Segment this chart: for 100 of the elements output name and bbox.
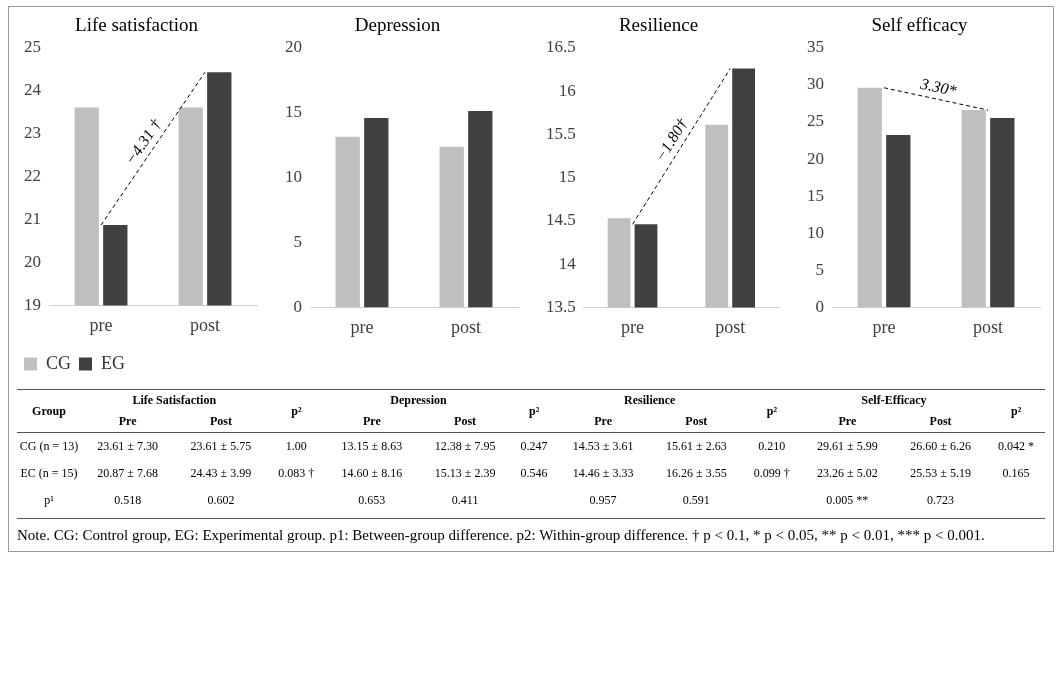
text: Note. CG: Control group, EG: Experimental group. p1: Between-group difference. p2: Within-group difference. † p < 0.1, * p < 0.05, ** p < 0.01, *** p < 0.001. [17,518,1045,546]
text: 1.00 [285,439,307,453]
y-tick-label: 22 [24,166,41,186]
x-tick-label: pre [350,316,374,337]
text: Pre [838,414,857,428]
x-tick-label: pre [621,316,645,337]
text: p² [1010,403,1022,418]
y-tick-label: 23 [24,123,41,143]
text: Pre [362,414,381,428]
text: 15.13 ± 2.39 [434,466,496,480]
y-tick-label: 20 [285,37,302,57]
chart-title: Self efficacy [871,14,969,36]
y-tick-label: 15 [558,167,576,187]
text: p² [766,403,777,418]
x-tick-label: pre [89,314,113,335]
y-tick-label: 21 [24,209,41,228]
text: 3.30* [918,74,958,100]
y-tick-label: 30 [807,74,824,94]
text: Pre [118,414,137,428]
y-tick-label: 0 [815,296,824,316]
chart-title: Life satisfaction [75,14,199,36]
text: 0.042 * [998,439,1035,453]
bar [364,117,389,308]
bar [439,146,464,308]
text: 14.46 ± 3.33 [572,466,634,480]
text: 0.411 [451,493,479,507]
y-tick-label: 20 [24,251,41,271]
y-tick-label: 10 [285,167,302,187]
text: 25.53 ± 5.19 [910,466,971,480]
text: 16.26 ± 3.55 [666,466,727,480]
text: 29.61 ± 5.99 [817,439,878,453]
text: Group [32,403,66,418]
y-tick-label: 25 [24,37,41,57]
y-tick-label: 15 [807,185,824,205]
y-tick-label: 16 [558,80,576,100]
y-tick-label: 14 [558,253,577,273]
y-tick-label: 35 [807,37,824,57]
text: Self-Efficacy [861,393,927,407]
y-tick-label: 14.5 [546,210,576,230]
text: 20.87 ± 7.68 [97,466,158,480]
text: 14.60 ± 8.16 [341,466,403,480]
text: Life Satisfaction [132,393,217,407]
y-tick-label: 19 [24,294,41,314]
bar [335,136,360,308]
y-tick-label: 5 [815,259,824,279]
text: 14.53 ± 3.61 [572,439,634,453]
y-tick-label: 15.5 [546,123,576,143]
text: 23.61 ± 5.75 [190,439,252,453]
text: p² [291,403,302,418]
text: 23.61 ± 7.30 [97,439,158,453]
text: Post [929,414,952,428]
chart-title: Resilience [618,14,699,36]
text: Post [209,414,232,428]
y-tick-label: 15 [285,102,302,122]
bar [468,111,493,308]
text: 0.546 [520,466,548,480]
text: Resilience [624,393,676,407]
bar [990,118,1015,308]
text: CG (n = 13) [19,439,79,453]
x-tick-label: post [715,316,746,337]
x-tick-label: post [450,316,482,337]
text: 0.602 [207,493,235,507]
text: p² [528,403,540,418]
text: 13.15 ± 8.63 [341,439,403,453]
y-tick-label: 13.5 [546,296,576,316]
y-tick-label: 20 [807,148,824,168]
text: Post [685,414,708,428]
text: 0.099 † [753,466,790,480]
legend-label: CG [46,352,72,373]
text: 0.210 [758,439,786,453]
y-tick-label: 10 [807,222,824,242]
text: 15.61 ± 2.63 [666,439,727,453]
text: 0.653 [358,493,386,507]
text: 0.957 [589,493,617,507]
text: 0.083 † [278,466,315,480]
chart-title: Depression [354,14,441,36]
y-tick-label: 16.5 [546,37,576,57]
text: Post [454,414,477,428]
text: 12.38 ± 7.95 [434,439,496,453]
x-tick-label: pre [872,316,896,337]
text: EC (n = 15) [20,466,78,480]
bar [886,134,911,308]
text: 26.60 ± 6.26 [910,439,971,453]
text: 0.518 [114,493,142,507]
text: 0.247 [520,439,548,453]
bar [857,87,882,308]
legend-label: EG [101,352,125,373]
text: 0.591 [682,493,710,507]
text: Depression [390,393,447,407]
text: 24.43 ± 3.99 [190,466,252,480]
y-tick-label: 25 [807,111,824,131]
text: 0.723 [927,493,955,507]
text: 0.005 ** [826,493,869,507]
x-tick-label: post [972,316,1004,337]
text: Pre [594,414,612,428]
y-tick-label: 0 [293,296,302,316]
y-tick-label: 5 [293,231,302,251]
x-tick-label: post [189,314,221,335]
bar [961,110,986,308]
text: 0.165 [1002,466,1030,480]
